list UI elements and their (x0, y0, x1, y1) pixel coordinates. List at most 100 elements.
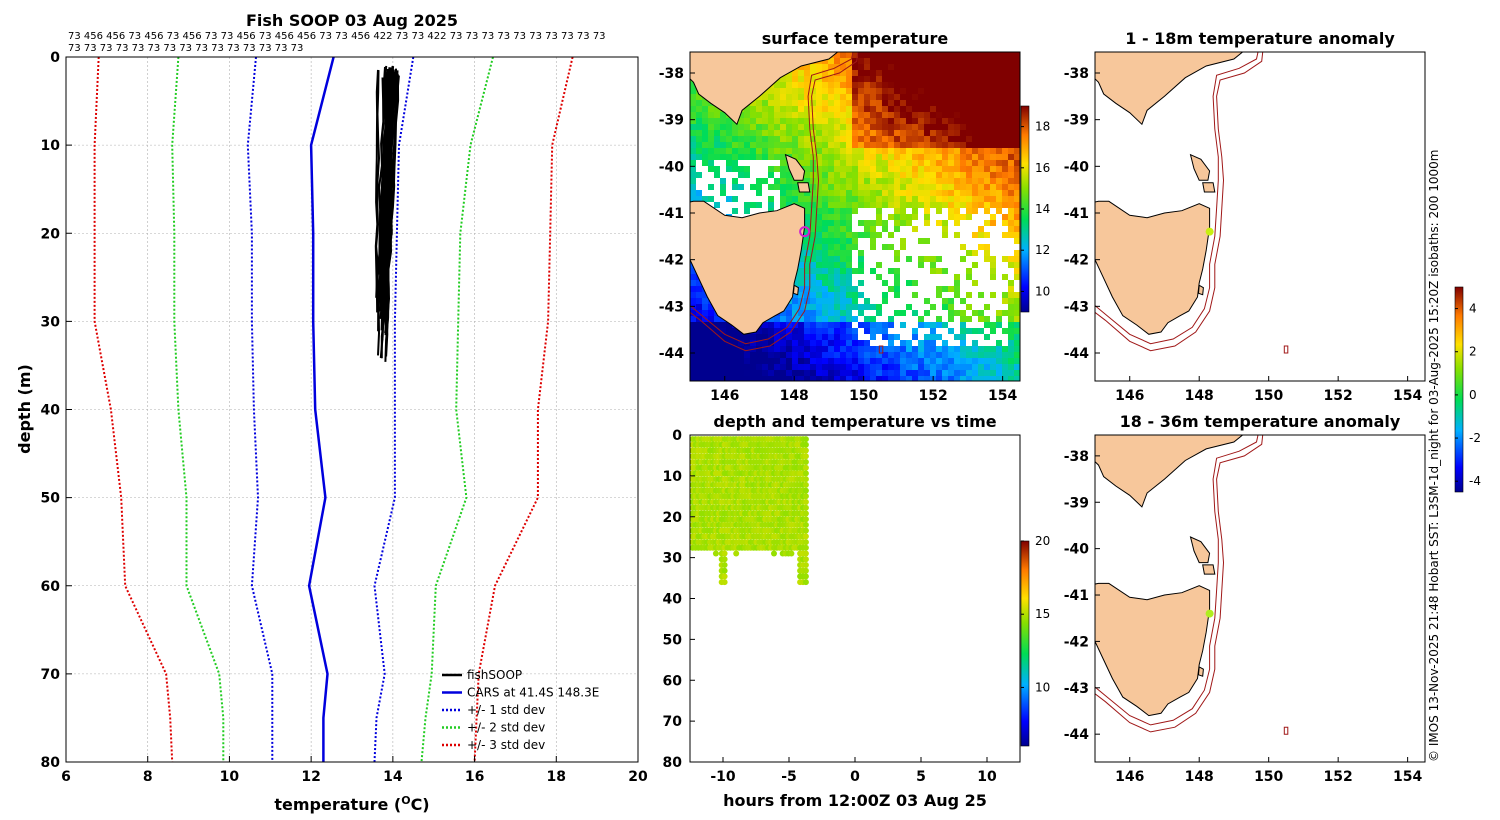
sst-cell (822, 70, 828, 76)
sst-cell (720, 148, 726, 154)
sst-cell (960, 322, 966, 328)
sst-cell (948, 316, 954, 322)
sst-cell (900, 58, 906, 64)
sst-cell (936, 148, 942, 154)
sst-cell (984, 70, 990, 76)
sst-cell (852, 52, 858, 58)
sst-cell (906, 364, 912, 370)
sst-cell (894, 352, 900, 358)
sst-cell (906, 130, 912, 136)
sst-cell (828, 262, 834, 268)
sst-cell (690, 268, 696, 274)
sst-cell (858, 130, 864, 136)
sst-cell (918, 316, 924, 322)
sst-cell (768, 172, 774, 178)
depth-time-point (802, 487, 809, 494)
sst-cell (1002, 178, 1008, 184)
sst-cell (804, 280, 810, 286)
sst-cell (792, 142, 798, 148)
sst-cell (978, 112, 984, 118)
sst-cell (720, 142, 726, 148)
sst-cell (996, 118, 1002, 124)
sst-cell (798, 142, 804, 148)
sst-cell (960, 178, 966, 184)
sst-cell (816, 322, 822, 328)
sst-map-ytick-label: -40 (659, 159, 685, 175)
sst-cell (822, 316, 828, 322)
sst-cell (702, 352, 708, 358)
sst-cell (966, 190, 972, 196)
sst-cell (966, 70, 972, 76)
sst-cell (954, 142, 960, 148)
sst-cell (762, 94, 768, 100)
sst-cell (840, 124, 846, 130)
sst-cell (1002, 292, 1008, 298)
sst-cell (918, 142, 924, 148)
sst-cell (822, 160, 828, 166)
sst-cell (768, 130, 774, 136)
anomaly-1-18-ytick-label: -41 (1064, 206, 1089, 222)
sst-cell (1008, 70, 1014, 76)
sst-cell (738, 370, 744, 376)
sst-cell (918, 196, 924, 202)
sst-cell (786, 334, 792, 340)
sst-cell (990, 346, 996, 352)
sst-cell (894, 370, 900, 376)
sst-cell (696, 154, 702, 160)
sst-cell (864, 322, 870, 328)
sst-cell (726, 118, 732, 124)
sst-cell (900, 88, 906, 94)
anomaly-18-36-landmass (1189, 536, 1211, 564)
sst-cell (900, 376, 906, 381)
sst-map-title: surface temperature (762, 29, 949, 48)
sst-cell (828, 322, 834, 328)
sst-cell (768, 136, 774, 142)
sst-cell (972, 142, 978, 148)
sst-cell (906, 304, 912, 310)
sst-cell (792, 148, 798, 154)
sst-cell (816, 286, 822, 292)
sst-cell (882, 334, 888, 340)
sst-cell (858, 100, 864, 106)
sst-cell (756, 328, 762, 334)
sst-cell (858, 178, 864, 184)
sst-cell (894, 208, 900, 214)
sst-cell (864, 160, 870, 166)
sst-cell (816, 100, 822, 106)
sst-cell (996, 88, 1002, 94)
sst-cell (948, 196, 954, 202)
sst-cell (750, 100, 756, 106)
sst-cell (786, 178, 792, 184)
depth-time-point (802, 510, 809, 517)
sst-cell (816, 172, 822, 178)
anomaly-18-36-ytick-label: -38 (1064, 449, 1089, 465)
sst-cell (882, 220, 888, 226)
sst-cell (852, 244, 858, 250)
sst-cell (990, 358, 996, 364)
sst-cell (966, 184, 972, 190)
sst-cell (978, 94, 984, 100)
sst-cell (864, 124, 870, 130)
sst-cell (786, 76, 792, 82)
sst-cell (918, 106, 924, 112)
sst-cell (798, 256, 804, 262)
sst-cell (744, 352, 750, 358)
sst-cell (1008, 328, 1014, 334)
sst-cell (870, 148, 876, 154)
sst-cell (846, 58, 852, 64)
sst-cell (690, 148, 696, 154)
sst-cell (912, 76, 918, 82)
sst-cell (900, 184, 906, 190)
depth-time-point (721, 579, 728, 586)
sst-cell (930, 340, 936, 346)
sst-cell (936, 352, 942, 358)
sst-cell (798, 70, 804, 76)
sst-cell (882, 244, 888, 250)
sst-cell (870, 370, 876, 376)
sst-cell (858, 268, 864, 274)
sst-cell (804, 214, 810, 220)
sst-cell (948, 124, 954, 130)
sst-cell (1008, 82, 1014, 88)
sst-cell (864, 370, 870, 376)
